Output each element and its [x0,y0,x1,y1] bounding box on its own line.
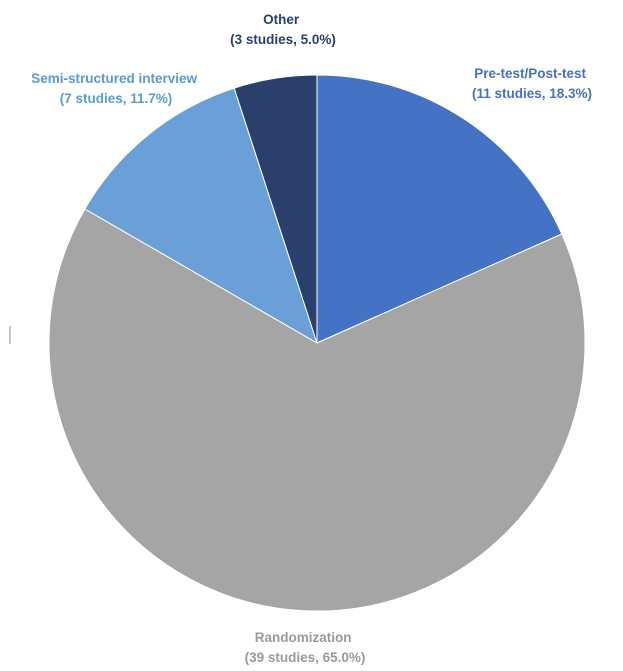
slice-label-randomization-detail: (39 studies, 65.0%) [245,650,366,665]
slice-label-semi-structured-interview-name: Semi-structured interview [31,71,197,86]
slice-label-other-name: Other [263,12,300,27]
slice-label-pre-test-post-test: Pre-test/Post-test (11 studies, 18.3%) [472,66,592,101]
slice-labels: Pre-test/Post-test (11 studies, 18.3%) R… [31,12,592,665]
pie-slice-pre-test-post-test [316,74,563,344]
slice-label-pre-test-post-test-name: Pre-test/Post-test [474,66,586,81]
slice-label-semi-structured-interview-detail: (7 studies, 11.7%) [60,91,173,106]
pie-slice-other [233,74,318,344]
slice-label-randomization: Randomization (39 studies, 65.0%) [245,630,366,665]
slice-label-other-detail: (3 studies, 5.0%) [230,32,336,47]
pie-slice-semi-structured-interview [84,87,318,345]
slice-label-semi-structured-interview: Semi-structured interview (7 studies, 11… [31,71,201,106]
slice-label-other: Other (3 studies, 5.0%) [230,12,336,47]
pie-slices [48,74,586,612]
pie-slice-randomization [48,208,586,612]
slice-label-pre-test-post-test-detail: (11 studies, 18.3%) [472,86,592,101]
slice-label-randomization-name: Randomization [255,630,352,645]
